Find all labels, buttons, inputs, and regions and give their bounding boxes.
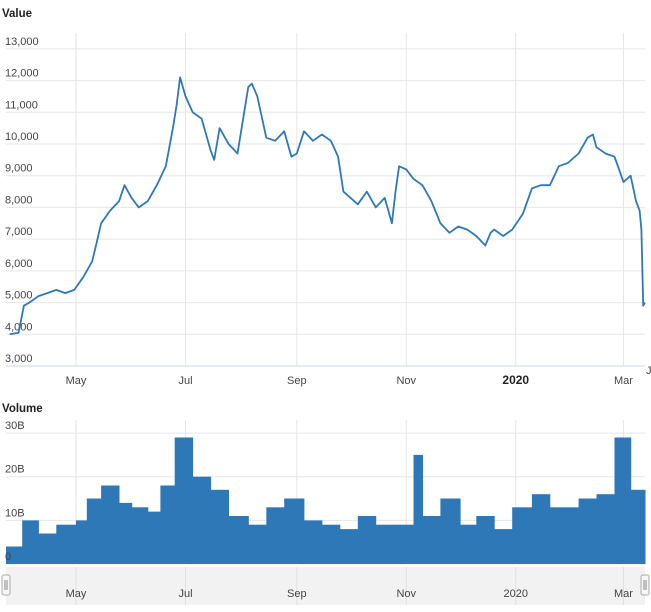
value-x-tick-label: Sep (287, 375, 307, 387)
value-y-tick-label: 13,000 (5, 36, 39, 48)
x-axis-overflow-tick: J (646, 365, 651, 377)
volume-bar (476, 516, 495, 564)
volume-bar (284, 498, 305, 564)
volume-bar (76, 520, 88, 564)
volume-bar (147, 511, 161, 564)
navigator-x-tick-label: Mar (614, 588, 633, 600)
value-y-tick-label: 7,000 (5, 226, 33, 238)
volume-bar (614, 437, 632, 564)
value-series-line (9, 76, 646, 336)
navigator-x-tick-label: 2020 (504, 588, 528, 600)
value-x-axis: May Jul Sep Nov 2020 Mar (66, 373, 634, 387)
volume-bar (192, 476, 212, 564)
volume-bar (357, 516, 377, 564)
value-y-axis: 3,0004,0005,0006,0007,0008,0009,00010,00… (5, 36, 39, 365)
volume-bar (578, 498, 597, 564)
volume-bar (531, 494, 551, 564)
volume-bar (304, 520, 323, 564)
volume-y-tick-label: 20B (5, 464, 25, 476)
volume-bar (160, 485, 176, 564)
navigator-left-handle[interactable] (1, 574, 11, 596)
navigator-x-tick-label: Sep (287, 588, 307, 600)
volume-bar (228, 516, 249, 564)
volume-bar (512, 507, 533, 564)
volume-bar (494, 529, 513, 564)
value-y-tick-label: 11,000 (5, 99, 38, 111)
volume-bar (393, 524, 414, 564)
volume-bar (413, 454, 423, 564)
volume-bar (22, 520, 39, 564)
volume-bar (210, 489, 229, 564)
value-x-tick-label: Nov (396, 375, 416, 387)
volume-bar (174, 437, 194, 564)
navigator-right-handle[interactable] (640, 574, 650, 596)
volume-y-tick-label: 0 (5, 551, 11, 563)
volume-bar (596, 494, 615, 564)
volume-bar (375, 524, 395, 564)
volume-bar (266, 507, 285, 564)
volume-bar (38, 533, 57, 564)
volume-bar (86, 498, 102, 564)
value-y-tick-label: 8,000 (5, 194, 33, 206)
volume-bar (101, 485, 120, 564)
volume-bar (131, 507, 149, 564)
navigator-x-axis: May Jul Sep Nov 2020 Mar (66, 567, 633, 605)
volume-y-tick-label: 10B (5, 507, 25, 519)
volume-bar (460, 524, 477, 564)
volume-bar (630, 489, 646, 564)
navigator-x-tick-label: Jul (178, 588, 192, 600)
value-chart-title: Value (2, 8, 32, 20)
value-y-tick-label: 5,000 (5, 290, 33, 302)
volume-bar (321, 524, 341, 564)
value-y-tick-label: 10,000 (5, 131, 39, 143)
volume-chart-title: Volume (2, 403, 43, 415)
volume-bar (56, 524, 77, 564)
volume-bar (440, 498, 461, 564)
volume-y-tick-label: 30B (5, 420, 25, 432)
volume-bar (422, 516, 441, 564)
value-y-tick-label: 3,000 (5, 353, 33, 365)
navigator-x-tick-label: Nov (396, 588, 416, 600)
value-x-tick-label: Jul (178, 375, 192, 387)
volume-bar (567, 507, 580, 564)
value-x-tick-label: Mar (614, 375, 633, 387)
volume-bar (549, 507, 569, 564)
volume-bar (339, 529, 359, 564)
value-y-tick-label: 12,000 (5, 68, 39, 80)
volume-bars (6, 437, 646, 564)
value-x-tick-label: 2020 (502, 373, 529, 387)
navigator-track[interactable] (6, 567, 645, 605)
value-gridlines (6, 33, 645, 367)
volume-bar (248, 524, 267, 564)
volume-bar (119, 502, 133, 564)
volume-bar (6, 546, 23, 564)
value-y-tick-label: 6,000 (5, 258, 33, 270)
navigator-x-tick-label: May (66, 588, 87, 600)
value-x-tick-label: May (66, 375, 87, 387)
volume-y-axis: 0 10B 20B 30B (5, 420, 25, 563)
value-y-tick-label: 9,000 (5, 163, 33, 175)
